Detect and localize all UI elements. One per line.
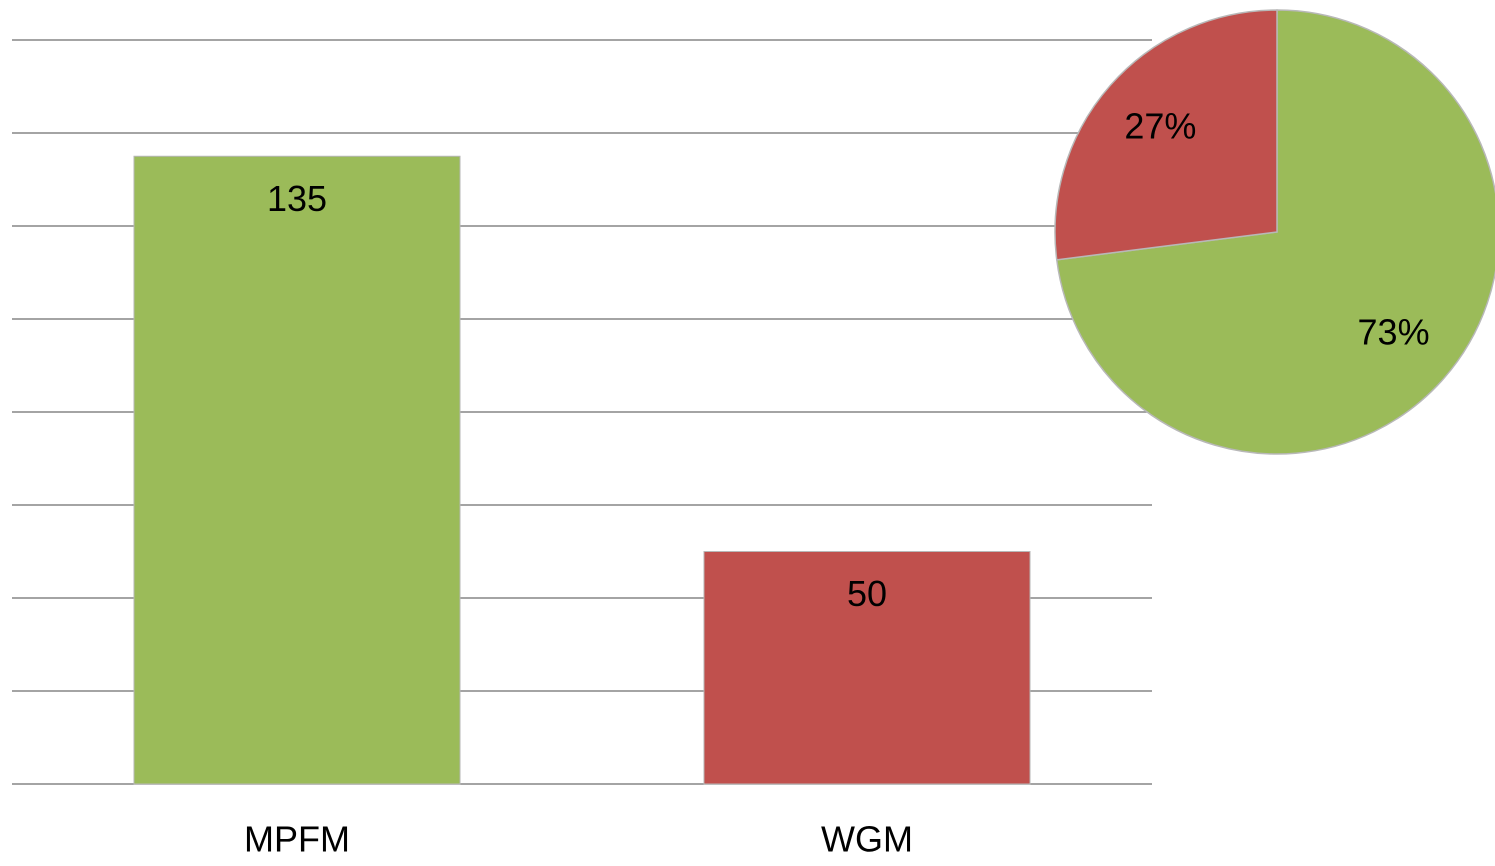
pie-slice — [1054, 9, 1278, 261]
x-tick-label: MPFM — [244, 819, 350, 860]
bar — [703, 551, 1031, 785]
bar — [133, 155, 461, 785]
pie-slice — [1055, 9, 1495, 455]
data-label: 135 — [267, 178, 327, 219]
data-label: 73% — [1358, 311, 1430, 352]
data-label: 27% — [1124, 106, 1196, 147]
x-tick-label: WGM — [821, 819, 913, 860]
data-label: 50 — [847, 573, 887, 614]
